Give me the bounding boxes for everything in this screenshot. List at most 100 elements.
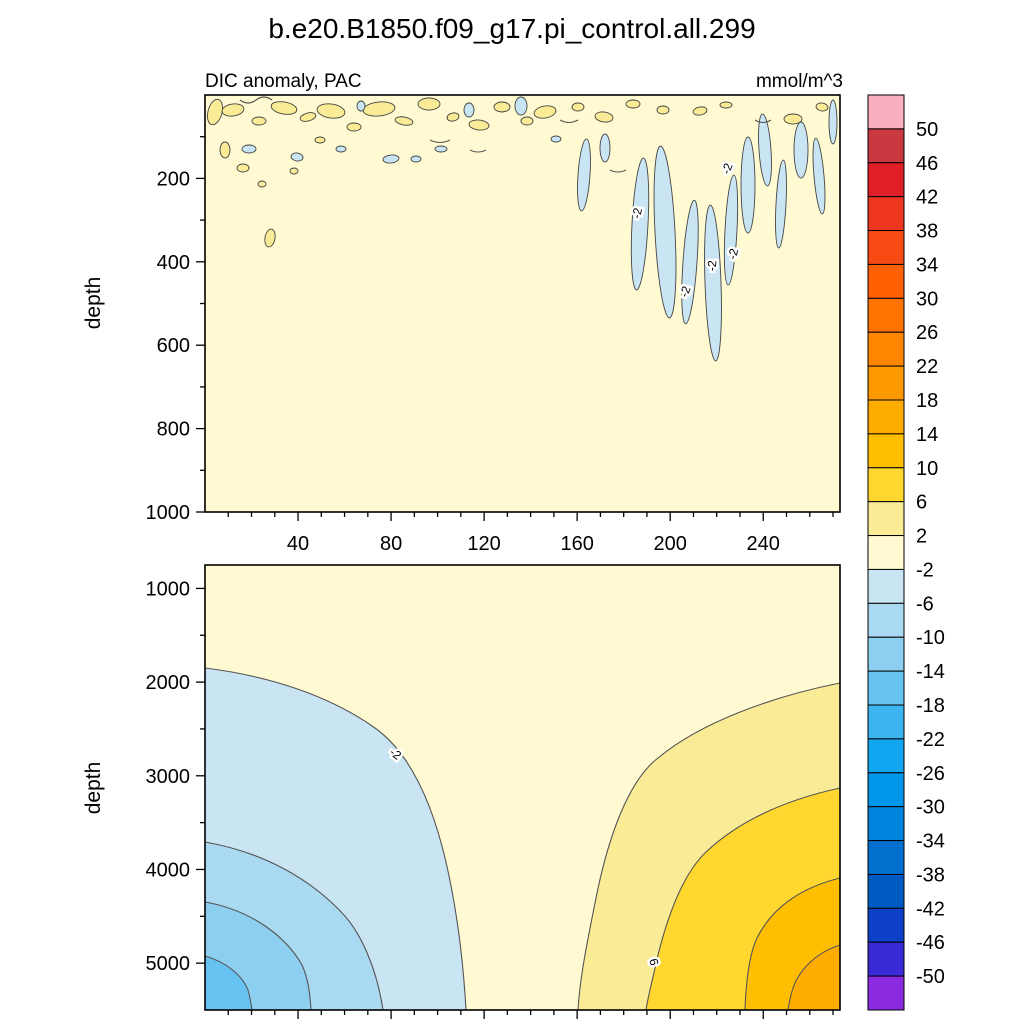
colorbar-tick-label: -34 [916, 831, 945, 853]
x-axis-tick-label: 240 [747, 533, 780, 555]
colorbar-cell [867, 941, 905, 977]
colorbar-tick-label: -42 [916, 898, 945, 920]
contour-neg-14 [204, 955, 253, 1011]
colorbar-cell [867, 602, 905, 638]
ellipse-shape [775, 159, 787, 249]
ellipse-shape [681, 199, 699, 325]
x-axis-tick-label: 120 [467, 533, 500, 555]
colorbar-cell [867, 738, 905, 774]
ellipse-shape [264, 228, 276, 248]
path-shape [559, 119, 579, 124]
colorbar-tick-label: 38 [916, 221, 938, 243]
ellipse-shape [290, 152, 304, 162]
contour-neg-10 [204, 901, 312, 1011]
colorbar-cell [867, 873, 905, 909]
colorbar-tick-label: 14 [916, 424, 938, 446]
ellipse-shape [219, 141, 231, 159]
colorbar-tick-label: 6 [916, 492, 927, 514]
y-axis-tick-label: 600 [157, 335, 190, 357]
colorbar-tick-label: -2 [916, 559, 934, 581]
ellipse-shape [520, 116, 534, 126]
ellipse-shape [356, 100, 366, 112]
upper-positive-patches [206, 97, 829, 248]
colorbar-tick-label: -46 [916, 932, 945, 954]
contour-pos-2 [577, 682, 841, 1011]
upper-zero-contour-squiggles [239, 96, 772, 173]
colorbar-tick-label: -50 [916, 966, 945, 988]
contour-neg-6 [204, 841, 384, 1011]
path-shape [609, 169, 627, 173]
colorbar-tick-label: 18 [916, 390, 938, 412]
colorbar-cell [867, 162, 905, 198]
x-axis-tick-label: 200 [654, 533, 687, 555]
colorbar-cell [867, 501, 905, 537]
ellipse-shape [514, 96, 528, 116]
ellipse-shape [270, 101, 298, 115]
ellipse-shape [815, 102, 829, 112]
colorbar-tick-label: -38 [916, 864, 945, 886]
path-shape [754, 119, 772, 124]
ellipse-shape [299, 112, 317, 122]
units-label: mmol/m^3 [756, 71, 843, 92]
colorbar-cell [867, 467, 905, 503]
figure-title: b.e20.B1850.f09_g17.pi_control.all.299 [268, 13, 755, 44]
colorbar-cell [867, 975, 905, 1011]
ellipse-shape [550, 135, 562, 143]
contour-neg-2 [204, 667, 467, 1011]
ellipse-shape [314, 136, 326, 144]
colorbar-cell [867, 840, 905, 875]
lower-y-axis-title: depth [82, 762, 105, 815]
ellipse-shape [577, 138, 591, 212]
colorbar-tick-label: -6 [916, 593, 934, 615]
colorbar-cell [867, 433, 905, 469]
ellipse-shape [656, 105, 670, 115]
colorbar-tick-label: 26 [916, 322, 938, 344]
contour-label: -2 [705, 259, 720, 271]
contour-pos-6 [645, 787, 841, 1011]
y-axis-tick-label: 2000 [146, 672, 191, 694]
y-axis-tick-label: 4000 [146, 859, 191, 881]
colorbar-cell [867, 806, 905, 842]
ellipse-shape [812, 137, 826, 215]
colorbar-cell [867, 670, 905, 706]
ellipse-shape [692, 106, 708, 116]
upper-negative-patches [241, 96, 838, 362]
ellipse-shape [793, 121, 809, 179]
ellipse-shape [468, 119, 490, 131]
ellipse-shape [257, 180, 267, 188]
colorbar-cell [867, 535, 905, 570]
colorbar-tick-label: 30 [916, 288, 938, 310]
ellipse-shape [704, 204, 722, 362]
colorbar-cell [867, 331, 905, 367]
ellipse-shape [394, 116, 414, 126]
y-axis-tick-label: 400 [157, 252, 190, 274]
ellipse-shape [221, 103, 245, 117]
ellipse-shape [236, 163, 250, 173]
colorbar-cell [867, 94, 905, 130]
colorbar-cell [867, 128, 905, 164]
ellipse-shape [410, 155, 422, 163]
y-axis-tick-label: 5000 [146, 953, 191, 975]
path-shape [469, 149, 487, 153]
colorbar-cell [867, 704, 905, 740]
colorbar-cell [867, 196, 905, 232]
y-axis-tick-label: 200 [157, 168, 190, 190]
ellipse-shape [625, 99, 641, 109]
colorbar-tick-label: -22 [916, 729, 945, 751]
band-pos-14-18 [788, 945, 840, 1010]
upper-y-axis-title: depth [82, 277, 105, 330]
colorbar-tick-label: 42 [916, 187, 938, 209]
colorbar-cell [867, 907, 905, 943]
colorbar-cell [867, 230, 905, 265]
ellipse-shape [346, 122, 362, 132]
x-axis-tick-label: 160 [560, 533, 593, 555]
colorbar-tick-label: 2 [916, 526, 927, 548]
ellipse-shape [758, 113, 772, 187]
contour-pos-14 [787, 944, 841, 1011]
y-axis-tick-label: 800 [157, 419, 190, 441]
ellipse-shape [241, 144, 257, 154]
ellipse-shape [533, 105, 557, 119]
lower-axes: 1000 2000 3000 4000 5000 [146, 578, 834, 1019]
colorbar-tick-label: -14 [916, 661, 945, 683]
